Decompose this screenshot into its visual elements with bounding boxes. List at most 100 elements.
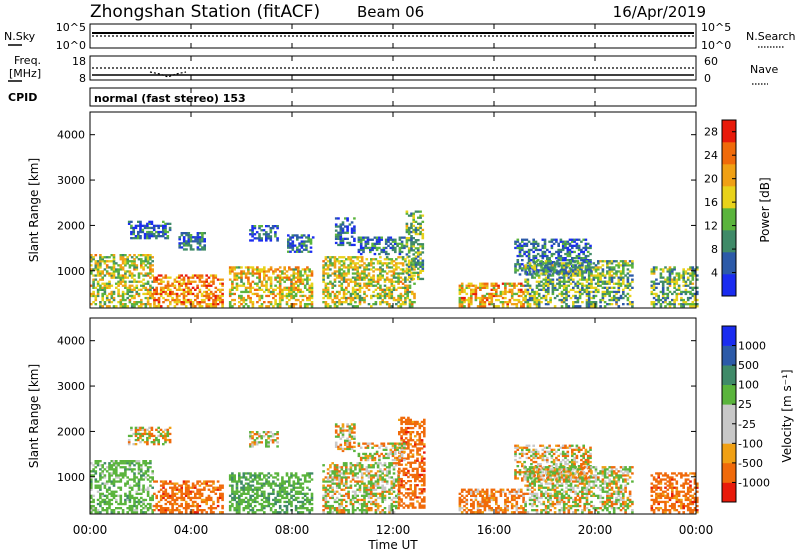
echo-cell: [251, 239, 254, 241]
echo-cell: [95, 254, 98, 256]
echo-cell: [593, 279, 596, 281]
echo-cell: [472, 285, 475, 287]
echo-cell: [322, 291, 325, 293]
echo-cell: [631, 266, 634, 268]
echo-cell: [147, 474, 150, 476]
echo-cell: [185, 301, 188, 303]
echo-cell: [97, 295, 100, 297]
echo-cell: [331, 462, 334, 464]
echo-cell: [585, 249, 588, 251]
echo-cell: [160, 293, 163, 295]
echo-cell: [117, 272, 120, 274]
echo-cell: [412, 241, 415, 243]
echo-cell: [337, 217, 340, 219]
echo-cell: [367, 247, 370, 249]
echo-cell: [190, 505, 193, 507]
echo-cell: [205, 281, 208, 283]
echo-cell: [270, 503, 273, 505]
echo-cell: [245, 493, 248, 495]
echo-cell: [277, 511, 280, 513]
echo-cell: [381, 268, 384, 270]
echo-cell: [245, 507, 248, 509]
echo-cell: [297, 476, 300, 478]
echo-cell: [132, 229, 135, 231]
echo-cell: [345, 301, 348, 303]
echo-cell: [608, 287, 611, 289]
echo-cell: [484, 295, 487, 297]
echo-cell: [256, 480, 259, 482]
echo-cell: [256, 270, 259, 272]
echo-cell: [341, 274, 344, 276]
echo-cell: [653, 266, 656, 268]
echo-cell: [155, 291, 158, 293]
echo-cell: [104, 287, 107, 289]
echo-cell: [538, 299, 541, 301]
echo-cell: [131, 274, 134, 276]
echo-cell: [190, 293, 193, 295]
echo-cell: [410, 262, 413, 264]
echo-cell: [549, 270, 552, 272]
echo-cell: [514, 241, 517, 243]
echo-cell: [147, 293, 150, 295]
beam-label: Beam 06: [357, 3, 424, 21]
echo-cell: [322, 505, 325, 507]
echo-cell: [131, 505, 134, 507]
echo-cell: [311, 303, 314, 305]
echo-cell: [336, 509, 339, 511]
echo-cell: [288, 478, 291, 480]
echo-cell: [657, 301, 660, 303]
echo-cell: [236, 277, 239, 279]
echo-cell: [199, 236, 202, 238]
echo-cell: [113, 509, 116, 511]
echo-cell: [299, 487, 302, 489]
echo-cell: [375, 258, 378, 260]
echo-cell: [624, 264, 627, 266]
echo-cell: [130, 227, 133, 229]
echo-cell: [263, 291, 266, 293]
echo-cell: [215, 489, 218, 491]
echo-cell: [297, 281, 300, 283]
echo-cell: [256, 289, 259, 291]
echo-cell: [523, 239, 526, 241]
echo-cell: [108, 260, 111, 262]
echo-cell: [669, 277, 672, 279]
echo-cell: [352, 287, 355, 289]
echo-cell: [171, 283, 174, 285]
echo-cell: [521, 245, 524, 247]
echo-cell: [138, 293, 141, 295]
echo-cell: [303, 242, 306, 244]
echo-cell: [545, 268, 548, 270]
echo-cell: [233, 493, 236, 495]
echo-cell: [108, 301, 111, 303]
echo-cell: [651, 270, 654, 272]
echo-cell: [221, 289, 224, 291]
echo-cell: [590, 297, 593, 299]
echo-cell: [363, 262, 366, 264]
echo-cell: [545, 272, 548, 274]
echo-cell: [108, 476, 111, 478]
echo-cell: [381, 289, 384, 291]
echo-cell: [353, 232, 356, 234]
echo-cell: [138, 466, 141, 468]
echo-cell: [379, 274, 382, 276]
echo-cell: [354, 474, 357, 476]
echo-cell: [611, 303, 614, 305]
echo-cell: [325, 262, 328, 264]
y-tick-label: 1000: [57, 265, 85, 278]
echo-cell: [120, 295, 123, 297]
echo-cell: [371, 249, 374, 251]
echo-cell: [337, 236, 340, 238]
echo-cell: [560, 259, 563, 261]
echo-cell: [514, 269, 517, 271]
echo-cell: [370, 262, 373, 264]
echo-cell: [511, 295, 514, 297]
echo-cell: [327, 297, 330, 299]
echo-cell: [277, 277, 280, 279]
colorbar-tick-label: 4: [711, 267, 718, 280]
echo-cell: [353, 240, 356, 242]
echo-cell: [190, 497, 193, 499]
echo-cell: [117, 464, 120, 466]
echo-cell: [689, 272, 692, 274]
echo-cell: [604, 281, 607, 283]
echo-cell: [381, 264, 384, 266]
